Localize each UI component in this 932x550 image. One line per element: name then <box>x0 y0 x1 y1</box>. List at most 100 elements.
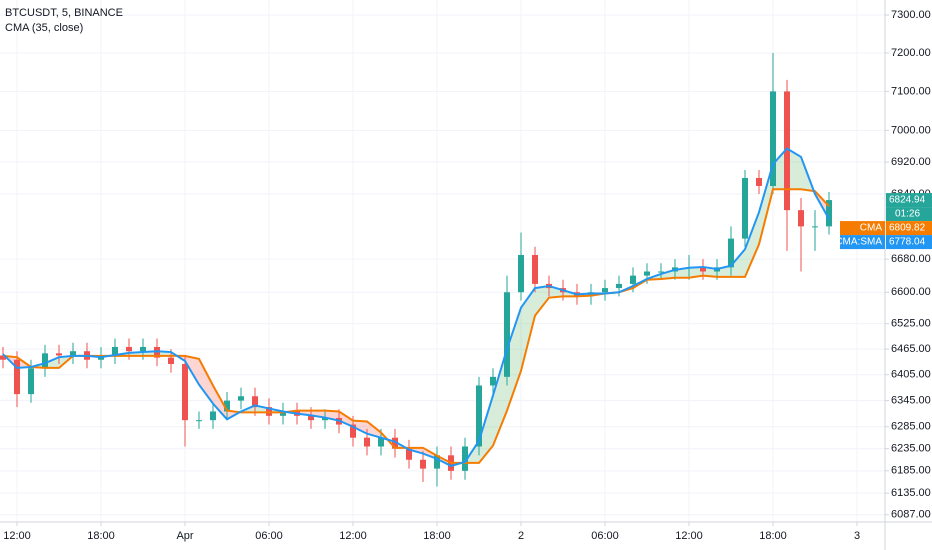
y-tick-label: 7000.00 <box>891 124 931 136</box>
candle-body <box>350 424 356 438</box>
candle-body <box>210 411 216 421</box>
price-tag-name <box>840 235 885 250</box>
candle-body <box>476 385 482 447</box>
price-tag-text: 6824.94 <box>889 195 926 206</box>
candle-body <box>154 346 160 358</box>
candle-body <box>322 417 328 421</box>
price-tag-text: 6778.04 <box>889 237 926 248</box>
candle-body <box>826 200 832 227</box>
x-tick-label: Apr <box>176 530 193 542</box>
y-tick-label: 6087.00 <box>891 509 931 521</box>
candle-body <box>42 353 48 369</box>
band-fill <box>745 212 759 277</box>
y-tick-label: 6465.00 <box>891 343 931 355</box>
candle-body <box>490 376 496 386</box>
y-tick-label: 6285.00 <box>891 421 931 433</box>
candle-body <box>658 271 664 273</box>
countdown-tag <box>886 207 932 222</box>
y-tick-label: 6235.00 <box>891 443 931 455</box>
x-tick-label: 2 <box>518 530 524 542</box>
x-tick-label: 06:00 <box>255 530 283 542</box>
band-fill <box>787 148 801 190</box>
band-fill <box>521 288 535 371</box>
candle-body <box>462 446 468 471</box>
candle-body <box>812 226 818 228</box>
y-tick-label: 6185.00 <box>891 465 931 477</box>
candle-body <box>742 177 748 239</box>
candle-body <box>630 275 636 284</box>
line <box>2 188 830 464</box>
candle-body <box>238 396 244 401</box>
y-tick-label: 7100.00 <box>891 85 931 97</box>
candle-body <box>406 448 412 460</box>
band-fill <box>199 358 213 404</box>
candle-body <box>770 91 776 186</box>
fill-area <box>3 148 829 466</box>
x-tick-label: 18:00 <box>423 530 451 542</box>
band-fill <box>689 266 703 278</box>
band-fill <box>549 286 563 298</box>
candle-body <box>126 346 132 352</box>
price-tag <box>886 221 932 236</box>
candle-body <box>784 91 790 211</box>
band-fill <box>479 395 493 463</box>
candle-body <box>28 368 34 395</box>
y-tick-label: 7300.00 <box>891 9 931 21</box>
y-tick-label: 6405.00 <box>891 369 931 381</box>
price-tag <box>886 235 932 250</box>
indicator-label: CMA (35, close) <box>5 22 83 34</box>
candle-body <box>280 411 286 416</box>
candle-body <box>392 437 398 449</box>
candle-body <box>252 396 258 408</box>
line <box>2 147 830 468</box>
y-tick-label: 6680.00 <box>891 253 931 265</box>
candle-body <box>168 357 174 365</box>
candle-body <box>434 455 440 469</box>
x-tick-label: 3 <box>854 530 860 542</box>
band-fill <box>731 249 745 277</box>
y-tick-label: 7200.00 <box>891 47 931 59</box>
y-tick-label: 6920.00 <box>891 156 931 168</box>
candle-body <box>378 437 384 447</box>
candle-body <box>518 254 524 293</box>
candle-body <box>364 437 370 447</box>
band-fill <box>507 307 521 411</box>
band-fill <box>339 411 353 427</box>
candle-body <box>70 351 76 356</box>
price-tag-name-text: CMA <box>860 223 883 234</box>
band-fill <box>493 349 507 446</box>
candle-body <box>140 346 146 352</box>
candle-body <box>14 359 20 395</box>
candle-body <box>196 420 202 422</box>
band-fill <box>759 164 773 245</box>
price-tag-text: 6809.82 <box>889 223 926 234</box>
x-tick-label: 06:00 <box>591 530 619 542</box>
band-fill <box>353 420 367 434</box>
x-tick-label: 12:00 <box>3 530 31 542</box>
grid <box>0 0 885 522</box>
x-tick-label: 12:00 <box>339 530 367 542</box>
x-tick-label: 18:00 <box>759 530 787 542</box>
candle-body <box>644 271 650 276</box>
candle-body <box>224 400 230 412</box>
price-tag-name <box>840 221 885 236</box>
candle-body <box>112 346 118 356</box>
band-fill <box>535 286 549 316</box>
band-fill <box>773 148 787 190</box>
candle-body <box>0 355 6 360</box>
x-tick-label: 18:00 <box>87 530 115 542</box>
chart-title: BTCUSDT, 5, BINANCE <box>5 7 123 19</box>
band-fill <box>213 385 227 420</box>
price-tag-name-text: CMA:SMA <box>835 237 882 248</box>
candle-body <box>728 238 734 268</box>
y-tick-label: 6600.00 <box>891 286 931 298</box>
candle-body <box>308 415 314 421</box>
candle-body <box>756 177 762 186</box>
candle-body <box>532 254 538 284</box>
lines <box>2 147 830 468</box>
y-tick-label: 6525.00 <box>891 318 931 330</box>
candle-body <box>56 353 62 356</box>
price-tag <box>886 193 932 208</box>
